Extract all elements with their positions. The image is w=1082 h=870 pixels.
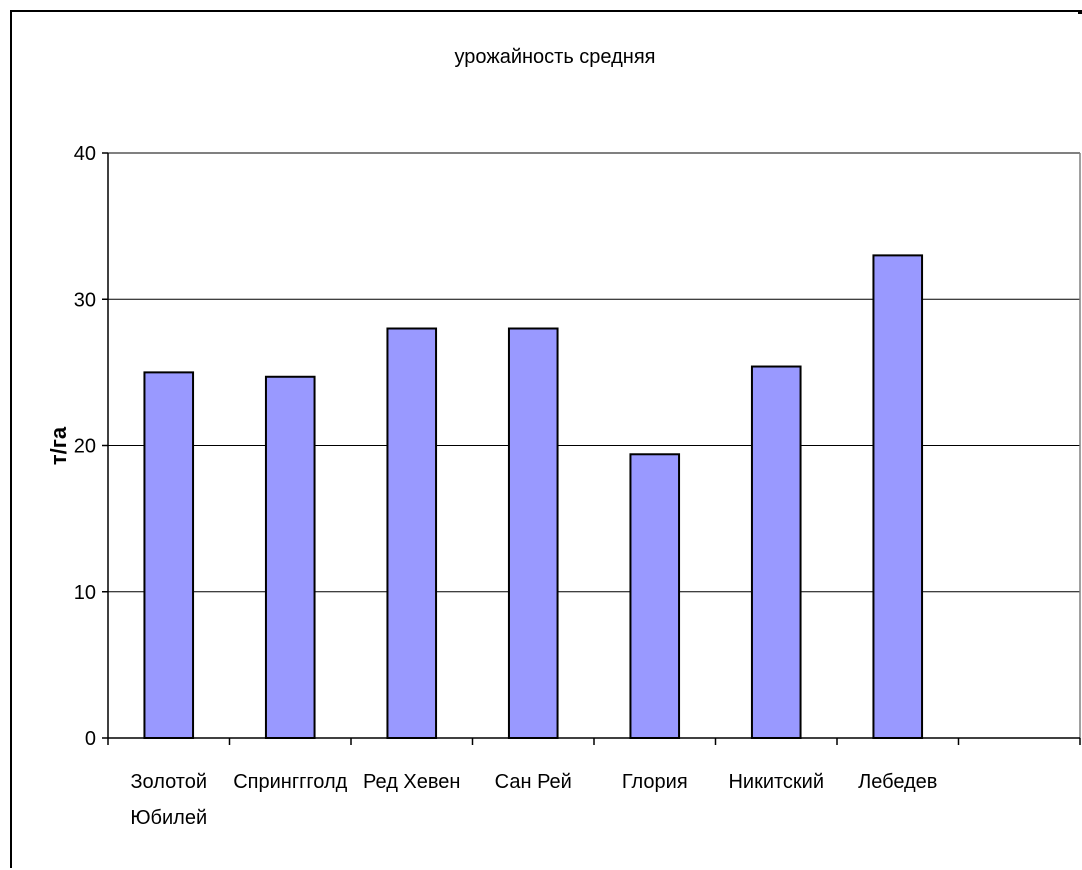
bar: [750, 365, 802, 739]
bars: [143, 254, 924, 739]
y-tick-label: 20: [74, 436, 96, 458]
x-tick-label-line: Юбилей: [130, 807, 207, 829]
x-tick-label-line: Ред Хевен: [363, 771, 460, 793]
bar: [872, 254, 924, 739]
x-tick-label-line: Никитский: [728, 771, 824, 793]
bar: [629, 453, 681, 739]
bar: [143, 371, 195, 739]
bar: [507, 327, 559, 739]
x-tick-labels: Золотой Юбилей Спринггголд Ред Хевен Сан Рей…: [130, 771, 937, 829]
x-tick-label-line: Глория: [622, 771, 688, 793]
bar: [386, 327, 438, 739]
x-tick-label: Глория: [622, 771, 688, 793]
gridlines: [108, 152, 1080, 593]
bar: [264, 375, 316, 739]
y-axis-label: т/га: [46, 426, 71, 465]
x-tick-label-line: Спринггголд: [233, 771, 347, 793]
axes: [102, 152, 1081, 745]
y-tick-label: 0: [85, 728, 96, 750]
chart-title: урожайность средняя: [455, 46, 656, 68]
x-tick-label-line: Золотой: [130, 771, 207, 793]
y-tick-label: 40: [74, 143, 96, 165]
x-tick-label: Никитский: [728, 771, 824, 793]
x-tick-label: Лебедев: [858, 771, 937, 793]
x-tick-label: Ред Хевен: [363, 771, 460, 793]
x-tick-label: Спринггголд: [233, 771, 347, 793]
y-tick-label: 10: [74, 582, 96, 604]
y-tick-label: 30: [74, 289, 96, 311]
x-tick-label-line: Лебедев: [858, 771, 937, 793]
x-tick-label-line: Сан Рей: [495, 771, 572, 793]
y-tick-labels: 0 10 20 30 40: [74, 143, 96, 750]
x-tick-label: Сан Рей: [495, 771, 572, 793]
x-tick-label: Золотой Юбилей: [130, 771, 207, 829]
